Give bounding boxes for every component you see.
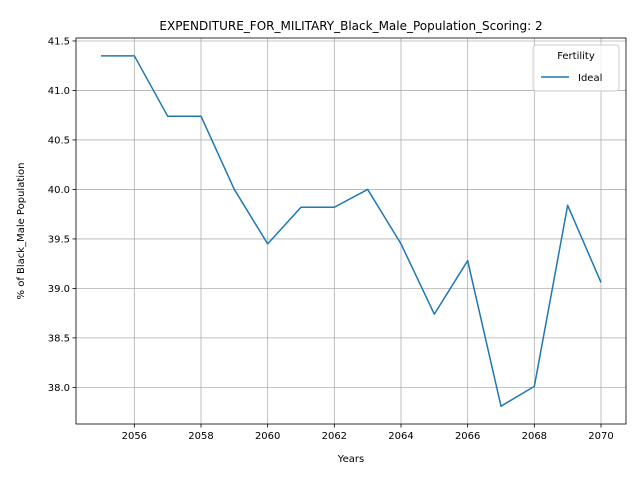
x-tick-label: 2068: [522, 431, 547, 442]
x-axis-ticks: 2056 2058 2060 2062 2064 2066 2068 2070: [122, 424, 614, 442]
x-tick-label: 2060: [255, 431, 280, 442]
legend-box: [532, 44, 620, 92]
series-line-ideal: [101, 55, 602, 407]
y-tick-label: 40.0: [48, 185, 70, 196]
x-tick-label: 2066: [455, 431, 480, 442]
y-tick-label: 41.0: [48, 86, 70, 97]
grid: [76, 38, 626, 424]
x-tick-label: 2062: [322, 431, 347, 442]
y-tick-label: 39.5: [48, 234, 70, 245]
y-tick-label: 39.0: [48, 284, 70, 295]
x-tick-label: 2064: [388, 431, 413, 442]
plot-frame: [75, 37, 627, 425]
y-tick-label: 41.5: [48, 36, 70, 47]
y-tick-label: 38.0: [48, 383, 70, 394]
y-axis-label: % of Black_Male Population: [16, 163, 27, 300]
chart-title: EXPENDITURE_FOR_MILITARY_Black_Male_Popu…: [159, 19, 542, 33]
legend-entry-label: Ideal: [578, 73, 602, 84]
y-axis-ticks: 38.0 38.5 39.0 39.5 40.0 40.5 41.0 41.5: [48, 36, 76, 394]
legend: Fertility Ideal: [532, 44, 620, 92]
x-tick-label: 2058: [188, 431, 213, 442]
y-tick-label: 38.5: [48, 333, 70, 344]
legend-title: Fertility: [557, 51, 595, 62]
series-layer: [101, 55, 602, 407]
x-tick-label: 2070: [588, 431, 613, 442]
y-tick-label: 40.5: [48, 135, 70, 146]
x-axis-label: Years: [337, 454, 364, 465]
x-tick-label: 2056: [122, 431, 147, 442]
